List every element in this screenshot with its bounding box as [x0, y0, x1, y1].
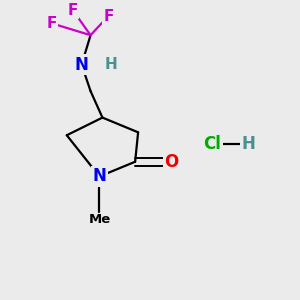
- Text: N: N: [75, 56, 88, 74]
- Text: H: H: [105, 57, 118, 72]
- Text: F: F: [47, 16, 57, 31]
- Text: F: F: [68, 3, 78, 18]
- Text: F: F: [103, 8, 114, 23]
- Text: O: O: [164, 153, 178, 171]
- Text: H: H: [241, 135, 255, 153]
- Text: Me: Me: [88, 213, 111, 226]
- Text: Cl: Cl: [203, 135, 221, 153]
- Text: N: N: [92, 167, 106, 185]
